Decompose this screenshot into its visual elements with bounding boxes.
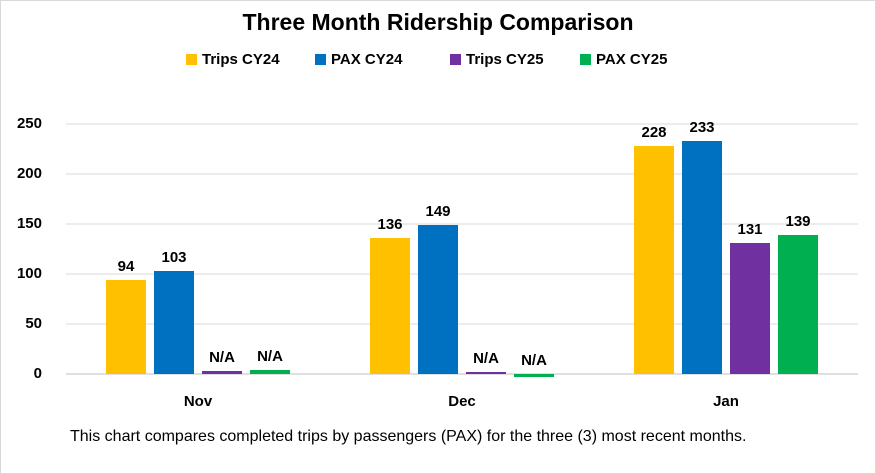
data-label: 131 xyxy=(737,221,762,238)
y-tick-label: 100 xyxy=(17,265,42,282)
data-label: 149 xyxy=(425,203,450,220)
legend-swatch xyxy=(450,54,461,65)
y-tick-label: 0 xyxy=(34,365,42,382)
bar xyxy=(202,371,242,374)
y-tick-label: 200 xyxy=(17,165,42,182)
bar xyxy=(514,374,554,377)
data-label: N/A xyxy=(257,348,283,365)
chart-title: Three Month Ridership Comparison xyxy=(242,9,633,35)
data-label: N/A xyxy=(209,349,235,366)
legend-label: PAX CY24 xyxy=(331,51,403,68)
data-label: 233 xyxy=(689,119,714,136)
data-label: 94 xyxy=(118,258,135,275)
legend-label: Trips CY25 xyxy=(466,51,544,68)
bar xyxy=(370,238,410,374)
legend-swatch xyxy=(186,54,197,65)
bar xyxy=(418,225,458,374)
data-label: N/A xyxy=(473,350,499,367)
bar xyxy=(154,271,194,374)
bar xyxy=(634,146,674,374)
x-tick-label: Jan xyxy=(713,393,739,410)
data-label: 228 xyxy=(641,124,666,141)
bar xyxy=(730,243,770,374)
legend-label: Trips CY24 xyxy=(202,51,280,68)
bar xyxy=(466,372,506,374)
legend-swatch xyxy=(580,54,591,65)
data-label: 103 xyxy=(161,249,186,266)
bar xyxy=(250,370,290,374)
data-label: 136 xyxy=(377,216,402,233)
x-tick-label: Nov xyxy=(184,393,213,410)
data-label: 139 xyxy=(785,213,810,230)
data-label: N/A xyxy=(521,352,547,369)
bar xyxy=(778,235,818,374)
x-tick-label: Dec xyxy=(448,393,476,410)
y-tick-label: 150 xyxy=(17,215,42,232)
bar xyxy=(106,280,146,374)
y-tick-label: 250 xyxy=(17,115,42,132)
legend-label: PAX CY25 xyxy=(596,51,667,68)
legend-swatch xyxy=(315,54,326,65)
bar xyxy=(682,141,722,374)
y-tick-label: 50 xyxy=(25,315,42,332)
caption: This chart compares completed trips by p… xyxy=(70,428,747,445)
